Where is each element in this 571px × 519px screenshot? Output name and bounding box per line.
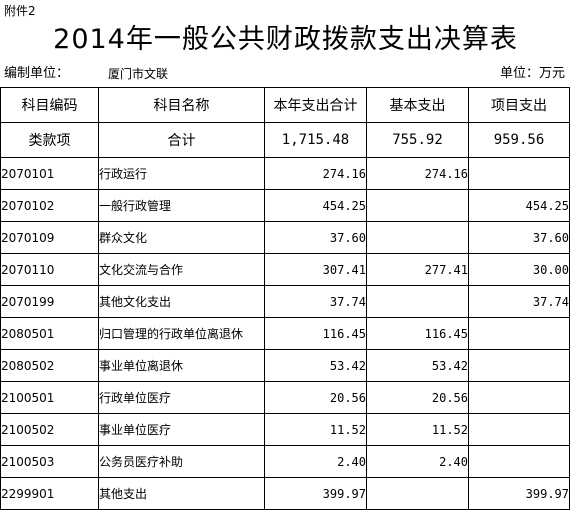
table-row: 2070110 文化交流与合作 307.41 277.41 30.00 [0, 253, 570, 286]
row-basic: 277.41 [366, 253, 469, 286]
summary-row: 类款项 合计 1,715.48 755.92 959.56 [0, 122, 570, 158]
row-code: 2299901 [0, 477, 99, 510]
row-name: 归口管理的行政单位离退休 [98, 317, 265, 350]
org-name: 厦门市文联 [108, 67, 169, 81]
table-row: 2299901 其他支出 399.97 399.97 [0, 477, 570, 510]
row-total: 454.25 [264, 189, 367, 222]
row-basic [366, 189, 469, 222]
row-project [468, 349, 570, 382]
row-total: 11.52 [264, 413, 367, 446]
row-total: 307.41 [264, 253, 367, 286]
row-code: 2100501 [0, 381, 99, 414]
row-code: 2070110 [0, 253, 99, 286]
row-project: 454.25 [468, 189, 570, 222]
attachment-label: 附件2 [4, 4, 36, 18]
summary-code: 类款项 [0, 122, 99, 158]
table-row: 2070109 群众文化 37.60 37.60 [0, 221, 570, 254]
header-basic: 基本支出 [366, 87, 469, 123]
row-basic: 274.16 [366, 157, 469, 190]
row-code: 2100502 [0, 413, 99, 446]
row-project: 37.74 [468, 285, 570, 318]
row-name: 行政单位医疗 [98, 381, 265, 414]
row-code: 2080502 [0, 349, 99, 382]
row-code: 2100503 [0, 445, 99, 478]
row-basic [366, 285, 469, 318]
row-code: 2070101 [0, 157, 99, 190]
unit-label: 单位：万元 [499, 66, 565, 81]
row-basic: 2.40 [366, 445, 469, 478]
row-project [468, 413, 570, 446]
row-project [468, 445, 570, 478]
row-basic: 53.42 [366, 349, 469, 382]
summary-project: 959.56 [468, 122, 570, 158]
summary-total: 1,715.48 [264, 122, 367, 158]
page-title: 2014年一般公共财政拨款支出决算表 [53, 24, 518, 55]
row-basic: 20.56 [366, 381, 469, 414]
row-project [468, 157, 570, 190]
row-name: 文化交流与合作 [98, 253, 265, 286]
row-project: 37.60 [468, 221, 570, 254]
row-total: 274.16 [264, 157, 367, 190]
row-total: 2.40 [264, 445, 367, 478]
row-code: 2070199 [0, 285, 99, 318]
row-name: 事业单位医疗 [98, 413, 265, 446]
org-label: 编制单位： [4, 66, 70, 81]
row-name: 公务员医疗补助 [98, 445, 265, 478]
table-row: 2080502 事业单位离退休 53.42 53.42 [0, 349, 570, 382]
row-total: 37.74 [264, 285, 367, 318]
row-project: 399.97 [468, 477, 570, 510]
row-code: 2070102 [0, 189, 99, 222]
row-name: 行政运行 [98, 157, 265, 190]
row-name: 其他支出 [98, 477, 265, 510]
row-code: 2080501 [0, 317, 99, 350]
row-project [468, 381, 570, 414]
row-total: 20.56 [264, 381, 367, 414]
row-basic [366, 221, 469, 254]
header-name: 科目名称 [98, 87, 265, 123]
summary-name: 合计 [98, 122, 265, 158]
table-row: 2070199 其他文化支出 37.74 37.74 [0, 285, 570, 318]
row-total: 53.42 [264, 349, 367, 382]
row-basic [366, 477, 469, 510]
row-total: 399.97 [264, 477, 367, 510]
row-basic: 11.52 [366, 413, 469, 446]
table-row: 2080501 归口管理的行政单位离退休 116.45 116.45 [0, 317, 570, 350]
table-row: 2100503 公务员医疗补助 2.40 2.40 [0, 445, 570, 478]
table-row: 2100502 事业单位医疗 11.52 11.52 [0, 413, 570, 446]
row-project: 30.00 [468, 253, 570, 286]
row-total: 116.45 [264, 317, 367, 350]
header-project: 项目支出 [468, 87, 570, 123]
row-name: 事业单位离退休 [98, 349, 265, 382]
summary-basic: 755.92 [366, 122, 469, 158]
header-code: 科目编码 [0, 87, 99, 123]
row-basic: 116.45 [366, 317, 469, 350]
row-name: 群众文化 [98, 221, 265, 254]
header-total: 本年支出合计 [264, 87, 367, 123]
row-total: 37.60 [264, 221, 367, 254]
table-header-row: 科目编码 科目名称 本年支出合计 基本支出 项目支出 [0, 87, 570, 123]
row-code: 2070109 [0, 221, 99, 254]
table-row: 2070101 行政运行 274.16 274.16 [0, 157, 570, 190]
row-name: 其他文化支出 [98, 285, 265, 318]
table-row: 2070102 一般行政管理 454.25 454.25 [0, 189, 570, 222]
expenditure-table: 科目编码 科目名称 本年支出合计 基本支出 项目支出 类款项 合计 1,715.… [0, 87, 570, 510]
row-project [468, 317, 570, 350]
row-name: 一般行政管理 [98, 189, 265, 222]
table-row: 2100501 行政单位医疗 20.56 20.56 [0, 381, 570, 414]
